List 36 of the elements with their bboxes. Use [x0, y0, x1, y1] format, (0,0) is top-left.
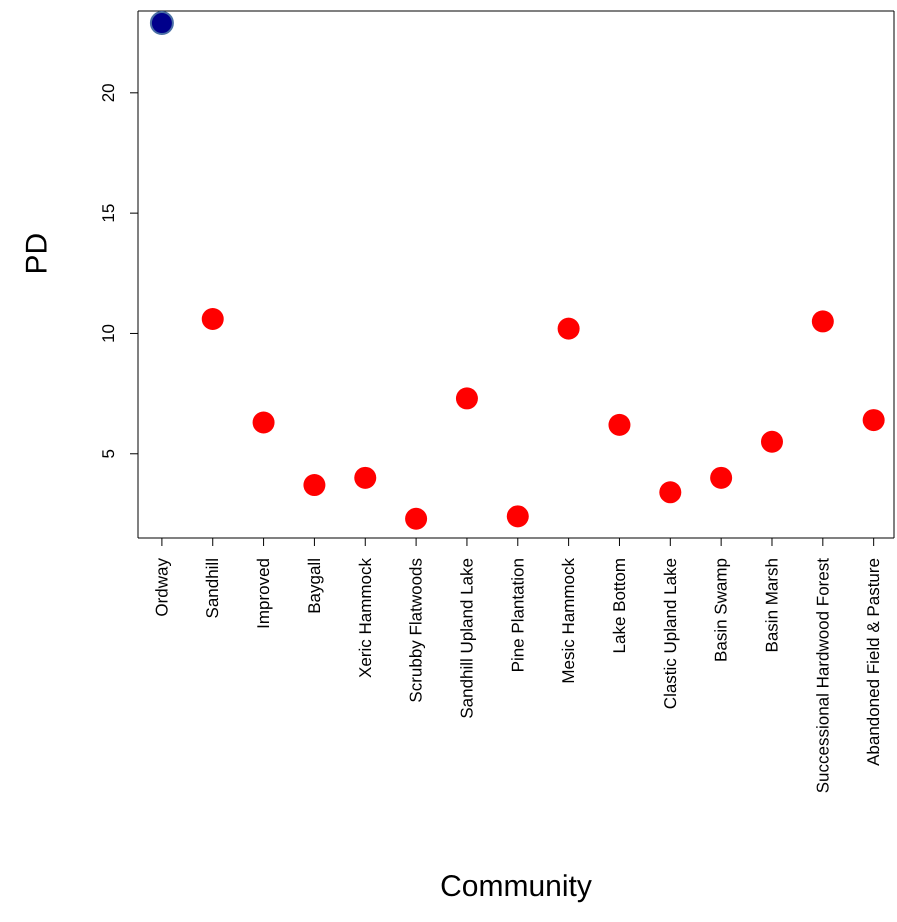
- x-tick-label: Lake Bottom: [610, 558, 629, 654]
- point: [506, 505, 529, 528]
- x-tick-label: Basin Marsh: [762, 558, 782, 652]
- point: [456, 387, 478, 410]
- point: [303, 474, 326, 496]
- x-tick-label: Sandhill: [203, 558, 222, 618]
- point: [558, 318, 580, 340]
- x-tick-label: Scrubby Flatwoods: [406, 558, 426, 703]
- x-tick-label: Successional Hardwood Forest: [813, 558, 832, 794]
- x-tick-label: Pine Plantation: [508, 558, 528, 672]
- y-tick-label: 5: [99, 449, 118, 459]
- point: [659, 481, 682, 504]
- x-tick-label: Mesic Hammock: [559, 558, 578, 684]
- point: [405, 508, 428, 530]
- x-tick-label: Improved: [254, 558, 274, 629]
- point: [710, 466, 732, 489]
- point: [608, 414, 630, 436]
- x-tick-label: Sandhill Upland Lake: [457, 558, 476, 719]
- y-tick-label: 10: [99, 324, 118, 343]
- point: [812, 310, 834, 332]
- point: [862, 409, 885, 432]
- x-tick-label: Clastic Upland Lake: [660, 558, 680, 710]
- x-tick-label: Basin Swamp: [712, 558, 731, 662]
- x-tick-label: Xeric Hammock: [356, 558, 375, 678]
- x-tick-label: Abandoned Field & Pasture: [864, 558, 884, 766]
- point: [202, 308, 224, 330]
- x-axis-title: Community: [440, 870, 592, 903]
- x-tick-label: Ordway: [152, 558, 172, 617]
- point: [252, 411, 275, 434]
- point: [760, 430, 783, 453]
- x-tick-label: Baygall: [304, 558, 324, 614]
- y-axis-title: PD: [20, 232, 54, 274]
- point: [354, 466, 376, 489]
- point: [150, 11, 174, 36]
- y-tick-label: 20: [99, 83, 118, 102]
- y-tick-label: 15: [99, 204, 118, 223]
